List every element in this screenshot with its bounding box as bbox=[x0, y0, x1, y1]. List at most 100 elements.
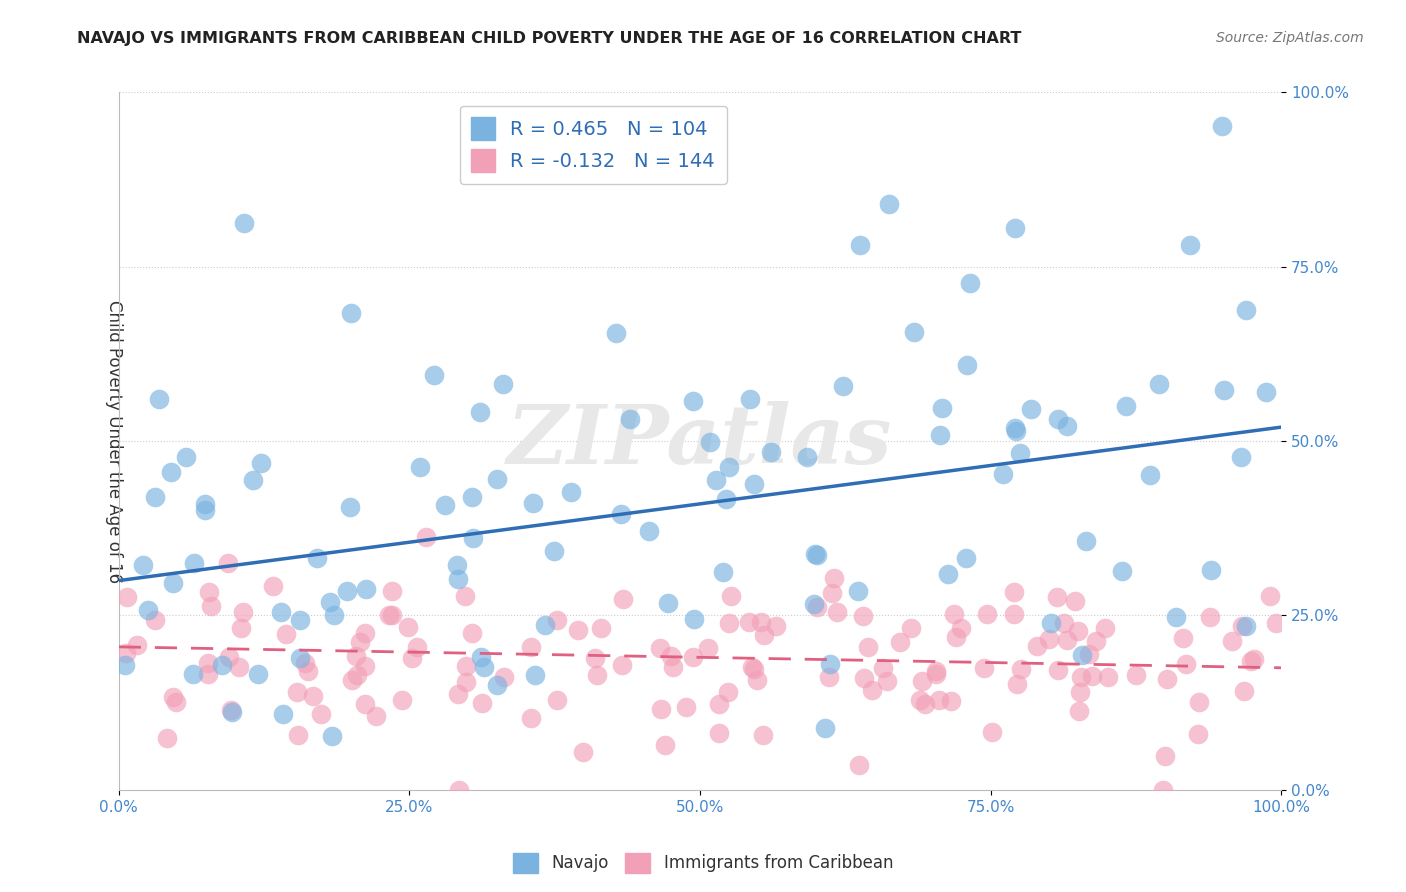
Point bbox=[657, 596, 679, 610]
Point bbox=[543, 543, 565, 558]
Point bbox=[973, 661, 995, 675]
Point bbox=[806, 548, 828, 562]
Point bbox=[1004, 221, 1026, 235]
Point bbox=[297, 664, 319, 678]
Point bbox=[1085, 634, 1108, 648]
Point bbox=[903, 325, 925, 339]
Point bbox=[288, 651, 311, 665]
Point bbox=[322, 608, 344, 623]
Point bbox=[619, 411, 641, 425]
Point bbox=[415, 530, 437, 544]
Point bbox=[194, 502, 217, 516]
Point bbox=[818, 657, 841, 672]
Point bbox=[221, 703, 243, 717]
Point bbox=[1211, 119, 1233, 133]
Point bbox=[1063, 594, 1085, 608]
Point bbox=[232, 605, 254, 619]
Point bbox=[955, 551, 977, 566]
Point bbox=[200, 599, 222, 614]
Point bbox=[160, 465, 183, 479]
Point bbox=[242, 474, 264, 488]
Point bbox=[796, 450, 818, 465]
Point bbox=[654, 739, 676, 753]
Point bbox=[706, 473, 728, 487]
Point bbox=[900, 621, 922, 635]
Point bbox=[1005, 424, 1028, 438]
Text: Source: ZipAtlas.com: Source: ZipAtlas.com bbox=[1216, 31, 1364, 45]
Legend: Navajo, Immigrants from Caribbean: Navajo, Immigrants from Caribbean bbox=[506, 847, 900, 880]
Point bbox=[747, 673, 769, 687]
Point bbox=[991, 467, 1014, 481]
Point bbox=[925, 664, 948, 678]
Point bbox=[217, 556, 239, 570]
Point bbox=[1056, 419, 1078, 434]
Point bbox=[335, 584, 357, 599]
Point bbox=[742, 662, 765, 676]
Point bbox=[405, 640, 427, 654]
Point bbox=[1115, 400, 1137, 414]
Point bbox=[683, 612, 706, 626]
Point bbox=[131, 558, 153, 573]
Point bbox=[610, 658, 633, 673]
Point bbox=[939, 694, 962, 708]
Point bbox=[446, 558, 468, 573]
Point bbox=[741, 660, 763, 674]
Point bbox=[1187, 727, 1209, 741]
Point bbox=[1111, 564, 1133, 578]
Point bbox=[1230, 619, 1253, 633]
Point bbox=[454, 674, 477, 689]
Point bbox=[1187, 695, 1209, 709]
Point bbox=[1067, 624, 1090, 638]
Point bbox=[1233, 683, 1256, 698]
Point bbox=[1069, 704, 1091, 718]
Point bbox=[288, 613, 311, 627]
Point bbox=[682, 394, 704, 409]
Point bbox=[1234, 303, 1257, 318]
Point bbox=[1078, 647, 1101, 661]
Point bbox=[270, 605, 292, 619]
Point bbox=[447, 687, 470, 701]
Point bbox=[876, 673, 898, 688]
Point bbox=[233, 215, 256, 229]
Point bbox=[211, 658, 233, 673]
Point bbox=[911, 673, 934, 688]
Point bbox=[659, 649, 682, 664]
Point bbox=[1047, 411, 1070, 425]
Point bbox=[263, 578, 285, 592]
Point bbox=[1026, 639, 1049, 653]
Point bbox=[936, 566, 959, 581]
Point bbox=[925, 667, 948, 681]
Point bbox=[1139, 468, 1161, 483]
Point bbox=[1264, 615, 1286, 630]
Point bbox=[456, 659, 478, 673]
Point bbox=[752, 728, 775, 742]
Point bbox=[381, 584, 404, 599]
Point bbox=[765, 619, 787, 633]
Point bbox=[637, 524, 659, 538]
Point bbox=[610, 507, 633, 521]
Point bbox=[143, 490, 166, 504]
Point bbox=[319, 595, 342, 609]
Point bbox=[353, 659, 375, 673]
Point bbox=[1097, 670, 1119, 684]
Point bbox=[1212, 383, 1234, 397]
Point bbox=[228, 660, 250, 674]
Point bbox=[366, 708, 388, 723]
Point bbox=[354, 582, 377, 596]
Point bbox=[823, 571, 845, 585]
Point bbox=[246, 667, 269, 681]
Point bbox=[662, 660, 685, 674]
Point bbox=[321, 729, 343, 743]
Point bbox=[738, 392, 761, 406]
Point bbox=[1002, 607, 1025, 621]
Point bbox=[197, 657, 219, 671]
Point bbox=[522, 496, 544, 510]
Point bbox=[115, 591, 138, 605]
Point bbox=[1056, 633, 1078, 648]
Point bbox=[956, 359, 979, 373]
Point bbox=[309, 706, 332, 721]
Point bbox=[707, 697, 730, 711]
Point bbox=[738, 615, 761, 629]
Point bbox=[485, 472, 508, 486]
Point bbox=[174, 450, 197, 464]
